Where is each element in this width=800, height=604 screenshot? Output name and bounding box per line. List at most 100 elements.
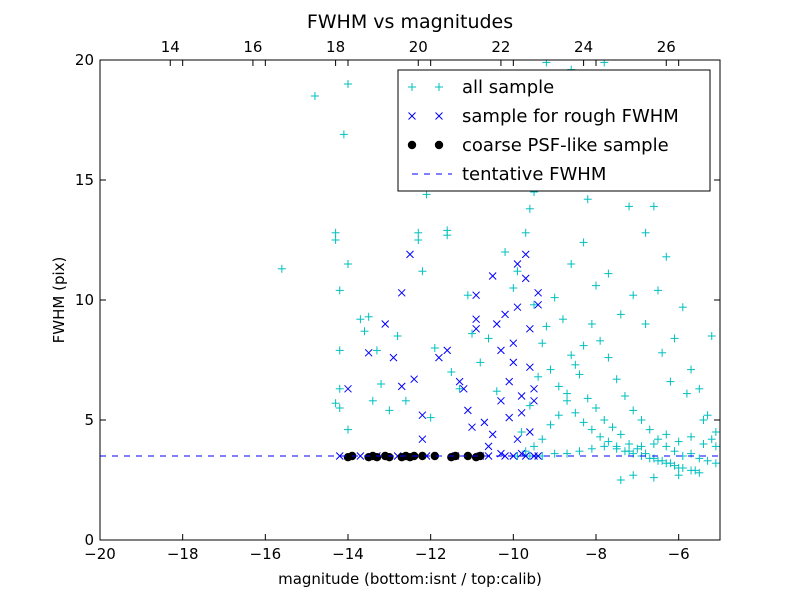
data-point-b [521, 250, 530, 259]
data-point [468, 329, 476, 338]
data-point-b [335, 452, 344, 460]
data-point [364, 312, 373, 321]
legend-marker-b [408, 112, 416, 120]
data-point-b [418, 411, 427, 420]
data-point [608, 423, 617, 432]
legend-marker [408, 112, 416, 120]
data-point [335, 404, 344, 412]
x-tick-label: −18 [167, 545, 199, 563]
data-point [699, 440, 708, 448]
data-point [521, 228, 530, 237]
data-point [629, 406, 638, 415]
data-point-b [443, 346, 452, 355]
data-point [575, 370, 584, 379]
legend-marker [407, 140, 417, 150]
data-point [530, 300, 538, 309]
data-point-b [488, 430, 497, 439]
data-point [711, 459, 720, 468]
data-point [426, 413, 435, 422]
data-point [563, 396, 572, 405]
data-point-b [468, 423, 476, 432]
data-point [538, 339, 547, 348]
legend-marker-b [435, 112, 443, 120]
data-point [649, 202, 658, 211]
data-point [397, 288, 406, 297]
y-tick-label: 20 [75, 51, 94, 69]
data-point [563, 389, 572, 398]
data-point [587, 444, 596, 453]
data-point [414, 228, 423, 237]
y-tick-label: 0 [84, 531, 94, 549]
data-point-b [364, 348, 373, 357]
data-point [310, 92, 319, 100]
data-point [612, 375, 621, 384]
data-point [451, 451, 460, 461]
data-point-b [513, 435, 522, 444]
data-point [674, 464, 683, 472]
x-tick-label: −10 [498, 545, 530, 563]
data-point [538, 435, 547, 444]
data-point-b [472, 324, 480, 333]
data-point [501, 452, 509, 460]
data-point [571, 360, 580, 369]
data-point-b [435, 353, 443, 362]
data-point-b [484, 442, 493, 451]
data-point-b [509, 339, 518, 348]
data-point [604, 269, 613, 278]
data-point [654, 286, 662, 295]
data-point [629, 471, 638, 480]
data-point [463, 451, 473, 461]
data-point [687, 365, 696, 374]
data-point-b [406, 250, 414, 259]
data-point [526, 428, 534, 436]
data-point [691, 466, 700, 475]
data-point [517, 392, 526, 400]
data-point-b [509, 358, 518, 367]
data-point [513, 435, 522, 444]
data-point [554, 382, 563, 391]
data-point [687, 432, 696, 441]
data-point-b [534, 300, 542, 309]
data-point [703, 456, 712, 465]
x-tick-label: −8 [585, 545, 607, 563]
data-point [625, 202, 634, 211]
data-point-b [356, 452, 365, 460]
data-point-b [534, 288, 542, 297]
data-point [662, 252, 671, 261]
data-point [637, 442, 646, 451]
data-point [443, 346, 452, 355]
plot-area [100, 60, 720, 484]
data-point [480, 418, 489, 427]
data-point [658, 348, 667, 357]
data-point [505, 413, 514, 422]
data-point-b [513, 303, 522, 312]
data-point [492, 387, 501, 396]
data-point [526, 324, 534, 333]
data-point [335, 452, 344, 460]
legend-marker [434, 140, 444, 150]
data-point [530, 384, 538, 393]
data-point [587, 425, 596, 434]
top-tick-label: 16 [243, 38, 262, 56]
series-coarse-psf-like-sample [343, 451, 485, 462]
data-point [397, 382, 406, 391]
data-point [344, 384, 352, 393]
data-point [463, 291, 472, 300]
data-point [372, 346, 381, 355]
data-point [666, 459, 675, 468]
data-point [550, 293, 559, 302]
data-point [703, 411, 712, 420]
data-point-b [517, 392, 526, 400]
top-tick-label: 18 [326, 38, 345, 56]
data-point [674, 471, 683, 480]
data-point [670, 334, 679, 343]
x-axis-label: magnitude (bottom:isnt / top:calib) [278, 570, 542, 588]
legend-box [397, 69, 711, 192]
data-point [592, 281, 600, 290]
legend-label: all sample [462, 77, 554, 98]
data-point-b [480, 418, 489, 427]
data-point [579, 341, 588, 350]
data-point [393, 332, 402, 340]
data-point [509, 358, 518, 367]
data-point [695, 384, 704, 393]
